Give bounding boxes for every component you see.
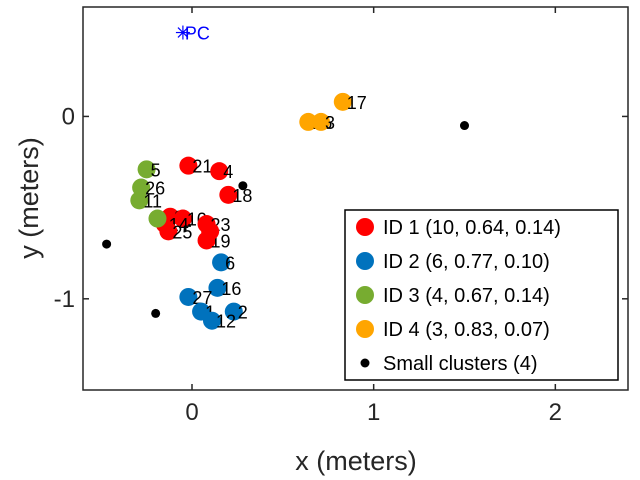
- x-axis-title: x (meters): [295, 446, 417, 476]
- legend-marker: [360, 358, 370, 368]
- data-point-series-2: [208, 278, 227, 297]
- data-point-series-2: [179, 287, 198, 306]
- legend-entry: Small clusters (4): [383, 353, 537, 375]
- y-axis-title: y (meters): [14, 137, 44, 259]
- y-tick-label: 0: [62, 103, 75, 130]
- data-point-series-2: [212, 253, 231, 272]
- point-label: 25: [172, 222, 192, 242]
- legend-entry: ID 3 (4, 0.67, 0.14): [383, 285, 550, 307]
- point-label: 17: [347, 93, 367, 113]
- data-point-series-2: [202, 311, 221, 330]
- point-label: 4: [223, 162, 233, 182]
- data-point-series-5: [102, 239, 112, 249]
- point-label: 18: [232, 186, 252, 206]
- point-label: 6: [225, 253, 235, 273]
- data-point-series-4: [333, 92, 352, 111]
- data-point-series-1: [201, 222, 220, 241]
- legend-box: [344, 209, 619, 381]
- point-label: 21: [192, 157, 212, 177]
- data-point-series-4: [311, 112, 330, 131]
- point-label: 26: [145, 179, 165, 199]
- reference-point-marker: [175, 25, 190, 40]
- data-point-series-5: [238, 181, 248, 191]
- data-point-series-3: [148, 209, 167, 228]
- data-point-series-1: [219, 185, 238, 204]
- legend-marker: [356, 320, 374, 338]
- point-label: 27: [192, 288, 212, 308]
- point-label: 11: [143, 191, 162, 211]
- x-tick-label: 2: [549, 399, 562, 426]
- data-point-series-3: [137, 160, 156, 179]
- legend-entry: ID 2 (6, 0.77, 0.10): [383, 251, 550, 273]
- legend-entry: ID 4 (3, 0.83, 0.07): [383, 319, 550, 341]
- data-point-series-5: [460, 121, 469, 131]
- data-point-series-3: [130, 191, 149, 210]
- point-label: 5: [151, 160, 161, 180]
- point-label: 2: [238, 303, 248, 323]
- data-point-series-1: [179, 156, 198, 175]
- legend-marker: [356, 286, 374, 304]
- point-label: 16: [221, 279, 241, 299]
- x-tick-label: 1: [367, 399, 380, 426]
- legend-entry: ID 1 (10, 0.64, 0.14): [383, 217, 561, 239]
- point-label: 3: [325, 113, 335, 133]
- data-point-series-1: [159, 222, 178, 241]
- legend-marker: [356, 218, 374, 236]
- legend-marker: [356, 252, 374, 270]
- x-tick-label: 0: [185, 399, 198, 426]
- data-point-series-4: [299, 112, 318, 131]
- data-point-series-1: [173, 209, 192, 228]
- data-point-series-5: [151, 308, 161, 318]
- point-label: 12: [216, 312, 236, 332]
- data-points: 21418910231425196162721125261117153PC: [102, 24, 469, 332]
- data-point-series-2: [224, 302, 243, 321]
- legend: ID 1 (10, 0.64, 0.14) ID 2 (6, 0.77, 0.10…: [344, 209, 619, 381]
- y-tick-label: -1: [54, 286, 75, 313]
- reference-point-label: PC: [185, 24, 210, 44]
- data-point-series-1: [210, 162, 229, 181]
- axis-ticks: 0 1 2-10: [54, 7, 628, 426]
